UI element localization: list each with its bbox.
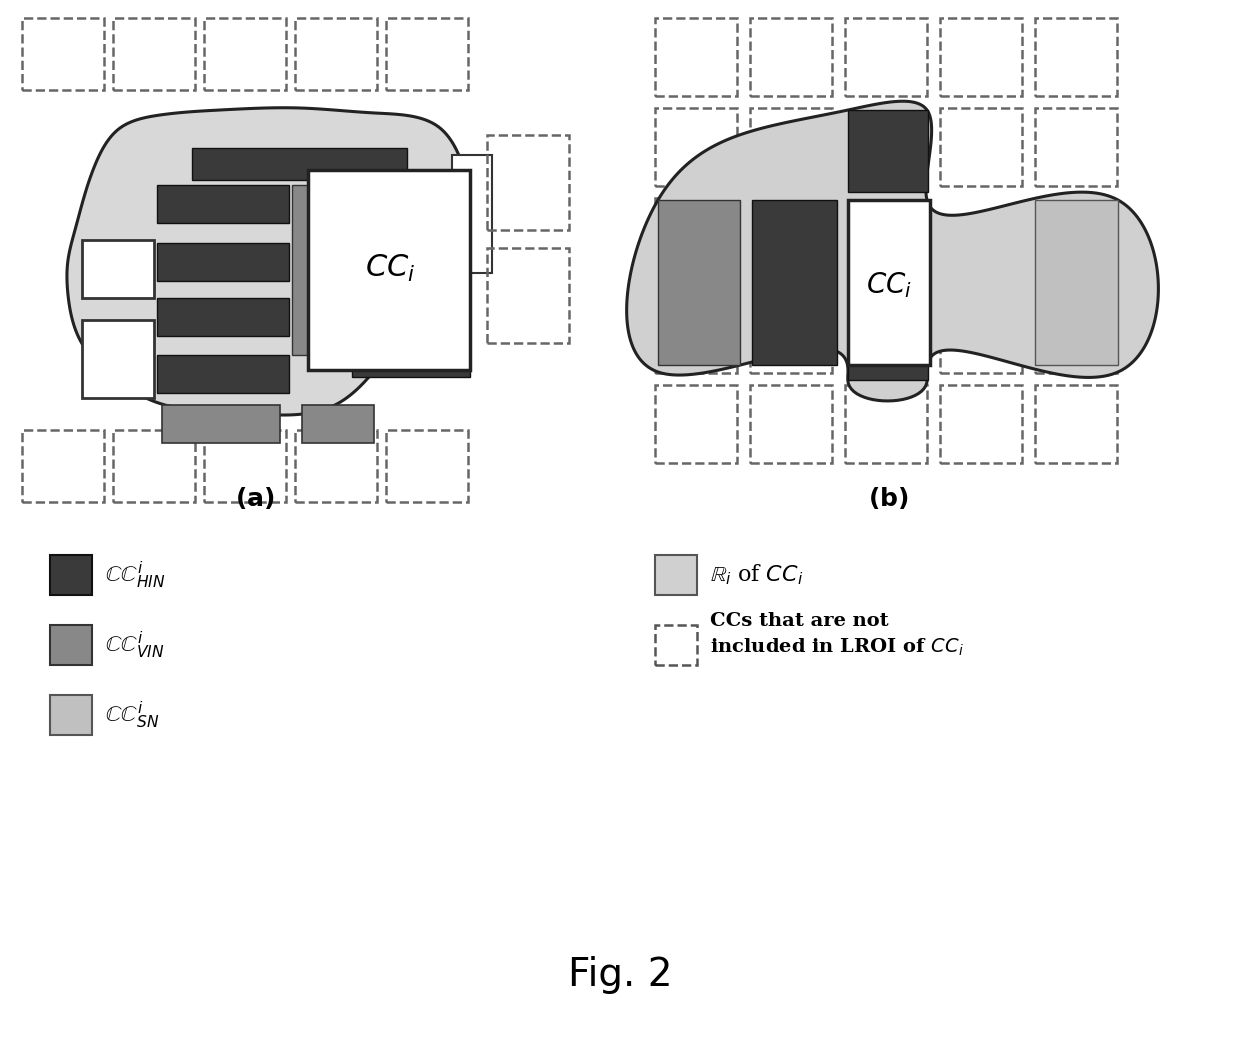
Bar	[1035, 108, 1117, 186]
Bar	[655, 295, 737, 373]
Bar	[291, 185, 340, 355]
Bar	[82, 240, 154, 298]
Bar	[655, 385, 737, 463]
Text: $\bf{(b)}$: $\bf{(b)}$	[868, 485, 908, 511]
Text: $\mathbb{CC}^i_{VIN}$: $\mathbb{CC}^i_{VIN}$	[105, 629, 165, 661]
Bar	[157, 298, 289, 336]
Bar	[352, 305, 470, 377]
Bar	[487, 135, 569, 230]
Polygon shape	[626, 102, 1158, 401]
Polygon shape	[67, 108, 467, 415]
Bar	[162, 405, 280, 443]
Bar	[750, 385, 832, 463]
Bar	[157, 185, 289, 223]
Bar	[844, 385, 928, 463]
Text: Fig. 2: Fig. 2	[568, 956, 672, 994]
Bar	[940, 385, 1022, 463]
Text: $\mathbb{CC}^i_{HIN}$: $\mathbb{CC}^i_{HIN}$	[105, 559, 166, 591]
Bar	[157, 355, 289, 393]
Bar	[192, 148, 407, 180]
Bar	[157, 243, 289, 281]
Bar	[50, 625, 92, 665]
Bar	[205, 18, 286, 90]
Bar	[658, 200, 740, 365]
Bar	[844, 18, 928, 96]
Bar	[50, 695, 92, 735]
Bar	[113, 430, 195, 502]
Bar	[82, 320, 154, 398]
Bar	[1035, 385, 1117, 463]
Bar	[22, 430, 104, 502]
Bar	[50, 555, 92, 595]
Bar	[113, 18, 195, 90]
Bar	[940, 108, 1022, 186]
Bar	[303, 405, 374, 443]
Bar	[386, 18, 467, 90]
Bar	[848, 110, 928, 192]
Bar	[750, 295, 832, 373]
Bar	[655, 108, 737, 186]
Text: CCs that are not
included in LROI of $CC_i$: CCs that are not included in LROI of $CC…	[711, 612, 963, 657]
Bar	[386, 430, 467, 502]
Bar	[848, 300, 928, 380]
Bar	[295, 18, 377, 90]
Bar	[1035, 295, 1117, 373]
Bar	[940, 295, 1022, 373]
Bar	[295, 430, 377, 502]
Bar	[848, 200, 930, 365]
Bar	[750, 108, 832, 186]
Bar	[1035, 18, 1117, 96]
Bar	[750, 18, 832, 96]
Text: $\mathbb{CC}^i_{SN}$: $\mathbb{CC}^i_{SN}$	[105, 699, 159, 731]
Bar	[453, 155, 492, 273]
Bar	[205, 430, 286, 502]
Bar	[655, 198, 737, 276]
Text: $\mathbb{R}_i$ of $CC_i$: $\mathbb{R}_i$ of $CC_i$	[711, 563, 804, 587]
Bar	[655, 555, 697, 595]
Bar	[655, 625, 697, 665]
Bar	[940, 18, 1022, 96]
Bar	[487, 248, 569, 343]
Bar	[308, 170, 470, 370]
Text: $CC_i$: $CC_i$	[866, 270, 913, 300]
Text: $\bf{(a)}$: $\bf{(a)}$	[236, 485, 275, 511]
Bar	[22, 18, 104, 90]
Text: $CC_i$: $CC_i$	[365, 252, 415, 283]
Bar	[1035, 200, 1118, 365]
Bar	[655, 18, 737, 96]
Bar	[751, 200, 837, 365]
